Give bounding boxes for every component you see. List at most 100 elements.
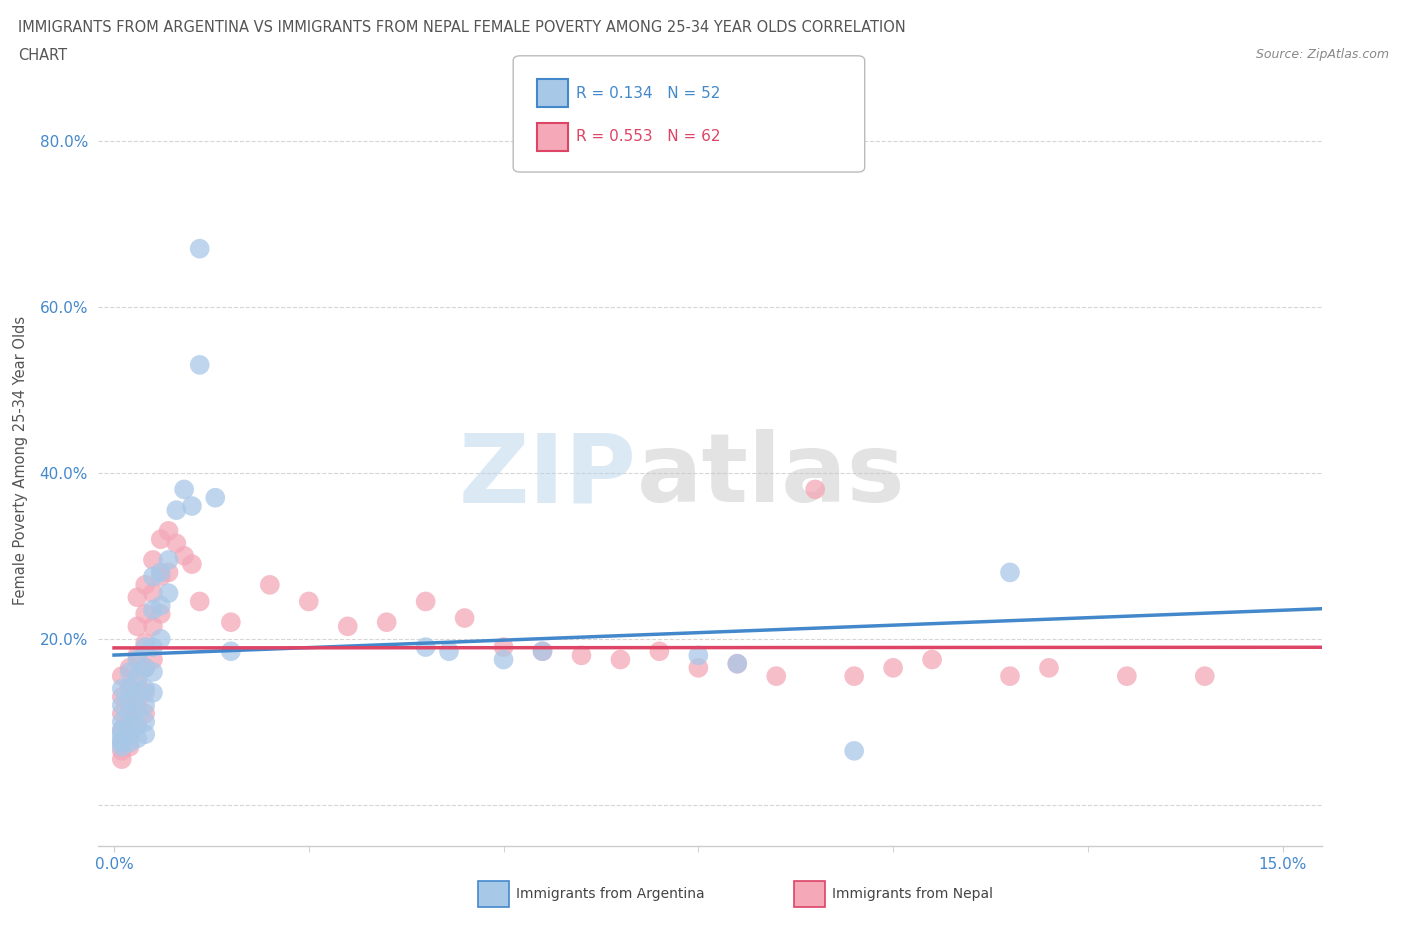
- Point: [134, 706, 156, 721]
- Point: [844, 669, 866, 684]
- Point: [127, 685, 149, 700]
- Point: [375, 615, 398, 630]
- Point: [804, 482, 827, 497]
- Point: [188, 241, 211, 256]
- Text: atlas: atlas: [637, 430, 905, 523]
- Point: [142, 569, 165, 584]
- Point: [111, 731, 134, 746]
- Point: [149, 598, 172, 613]
- Text: Immigrants from Nepal: Immigrants from Nepal: [832, 886, 994, 901]
- Text: Source: ZipAtlas.com: Source: ZipAtlas.com: [1256, 48, 1389, 61]
- Point: [219, 615, 242, 630]
- Point: [921, 652, 943, 667]
- Point: [127, 652, 149, 667]
- Point: [998, 565, 1021, 579]
- Point: [157, 586, 180, 601]
- Point: [118, 719, 141, 734]
- Point: [118, 660, 141, 675]
- Point: [173, 549, 195, 564]
- Point: [111, 735, 134, 750]
- Point: [118, 681, 141, 696]
- Point: [149, 631, 172, 646]
- Point: [188, 594, 211, 609]
- Point: [415, 640, 437, 655]
- Point: [765, 669, 787, 684]
- Point: [1194, 669, 1216, 684]
- Point: [118, 727, 141, 742]
- Point: [111, 706, 134, 721]
- Point: [118, 727, 141, 742]
- Point: [142, 685, 165, 700]
- Point: [531, 644, 554, 658]
- Point: [127, 731, 149, 746]
- Point: [127, 719, 149, 734]
- Point: [157, 565, 180, 579]
- Point: [118, 698, 141, 712]
- Point: [111, 681, 134, 696]
- Point: [725, 657, 748, 671]
- Point: [134, 606, 156, 621]
- Point: [134, 578, 156, 592]
- Point: [118, 735, 141, 750]
- Point: [149, 565, 172, 579]
- Point: [336, 618, 359, 633]
- Point: [134, 640, 156, 655]
- Y-axis label: Female Poverty Among 25-34 Year Olds: Female Poverty Among 25-34 Year Olds: [14, 316, 28, 604]
- Point: [111, 735, 134, 750]
- Point: [118, 681, 141, 696]
- Point: [648, 644, 671, 658]
- Point: [127, 702, 149, 717]
- Point: [127, 719, 149, 734]
- Point: [1038, 660, 1060, 675]
- Point: [142, 618, 165, 633]
- Point: [127, 618, 149, 633]
- Text: Immigrants from Argentina: Immigrants from Argentina: [516, 886, 704, 901]
- Point: [134, 635, 156, 650]
- Point: [204, 490, 226, 505]
- Point: [1115, 669, 1137, 684]
- Point: [453, 611, 475, 626]
- Point: [111, 698, 134, 712]
- Point: [725, 657, 748, 671]
- Point: [437, 644, 460, 658]
- Text: R = 0.553   N = 62: R = 0.553 N = 62: [576, 129, 721, 144]
- Text: IMMIGRANTS FROM ARGENTINA VS IMMIGRANTS FROM NEPAL FEMALE POVERTY AMONG 25-34 YE: IMMIGRANTS FROM ARGENTINA VS IMMIGRANTS …: [18, 20, 905, 35]
- Point: [882, 660, 904, 675]
- Point: [259, 578, 281, 592]
- Point: [298, 594, 321, 609]
- Point: [127, 673, 149, 688]
- Point: [118, 665, 141, 680]
- Point: [492, 652, 515, 667]
- Point: [118, 739, 141, 754]
- Point: [142, 586, 165, 601]
- Point: [118, 714, 141, 729]
- Point: [111, 727, 134, 742]
- Point: [111, 739, 134, 754]
- Point: [134, 714, 156, 729]
- Point: [415, 594, 437, 609]
- Point: [127, 648, 149, 663]
- Text: R = 0.134   N = 52: R = 0.134 N = 52: [576, 86, 721, 100]
- Point: [571, 648, 593, 663]
- Point: [180, 557, 202, 572]
- Point: [180, 498, 202, 513]
- Point: [609, 652, 631, 667]
- Point: [165, 536, 187, 551]
- Point: [142, 665, 165, 680]
- Point: [111, 714, 134, 729]
- Point: [134, 727, 156, 742]
- Point: [134, 681, 156, 696]
- Point: [688, 648, 710, 663]
- Point: [111, 723, 134, 737]
- Point: [127, 590, 149, 604]
- Point: [134, 660, 156, 675]
- Point: [688, 660, 710, 675]
- Point: [134, 660, 156, 675]
- Point: [492, 640, 515, 655]
- Point: [149, 532, 172, 547]
- Point: [111, 743, 134, 758]
- Point: [111, 723, 134, 737]
- Point: [127, 669, 149, 684]
- Text: ZIP: ZIP: [458, 430, 637, 523]
- Point: [844, 743, 866, 758]
